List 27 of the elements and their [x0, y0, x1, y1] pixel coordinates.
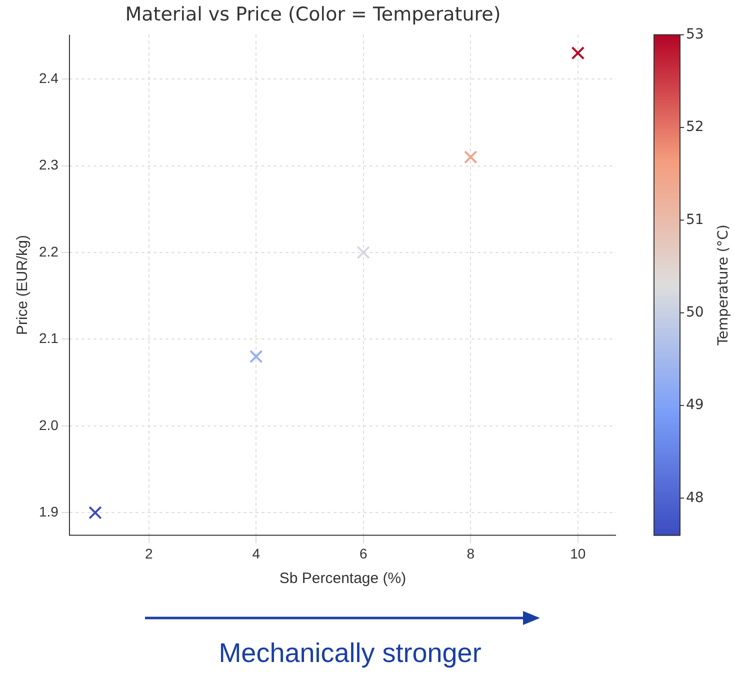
y-tick-label: 2.0 [38, 416, 59, 433]
y-tick-label: 2.2 [38, 243, 59, 260]
color-bar-label: 53 [686, 26, 704, 42]
point [571, 46, 585, 60]
y-tick-label: 2.3 [38, 156, 59, 173]
y-tick-label: 2.4 [38, 70, 59, 86]
text: Mechanically stronger [218, 638, 482, 669]
color-bar-label: 48 [686, 490, 704, 506]
y-axis-title: Price (EUR/kg) [14, 234, 32, 336]
color-bar-label: 49 [686, 397, 704, 414]
point [249, 350, 263, 364]
color-bar-label: 50 [686, 304, 704, 320]
x-tick-label: 8 [466, 545, 475, 562]
x-tick-label: 10 [570, 545, 586, 562]
color-bar-label: 51 [686, 212, 704, 228]
color-bar-label: 52 [686, 119, 704, 136]
x-axis-title: Sb Percentage (%) [279, 570, 406, 588]
color-bar-title: Temperature (°C) [716, 224, 732, 346]
point [464, 150, 478, 164]
point [88, 506, 102, 520]
chart-title: Material vs Price (Color = Temperature) [125, 3, 501, 26]
x-tick-label: 2 [144, 545, 153, 562]
y-tick-label: 1.9 [38, 504, 59, 520]
x-tick-label: 4 [252, 545, 260, 562]
x-tick-label: 6 [359, 545, 368, 562]
point [356, 246, 370, 260]
y-tick-label: 2.1 [38, 330, 59, 346]
